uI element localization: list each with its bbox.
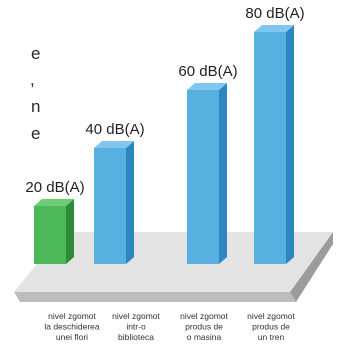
category-label: produs de (185, 322, 223, 332)
cropped-text-fragment: e (31, 124, 40, 143)
cropped-text-fragment: n (31, 97, 40, 116)
platform-front (14, 292, 296, 302)
category-label: intr-o (126, 322, 146, 332)
bar (34, 199, 74, 264)
bar-side (219, 83, 227, 264)
bar-front (94, 148, 126, 264)
category-label: biblioteca (118, 332, 154, 342)
category-label: o masina (187, 332, 222, 342)
bar-front (187, 90, 219, 264)
category-label: un tren (258, 332, 285, 342)
category-label: la deschiderea (44, 322, 100, 332)
bar (94, 141, 134, 264)
bar-side (66, 199, 74, 264)
value-label: 60 dB(A) (178, 63, 237, 80)
bar-top (254, 25, 294, 32)
value-label: 80 dB(A) (245, 5, 304, 22)
category-label: nivel zgomot (180, 311, 228, 321)
category-label: nivel zgomot (48, 311, 96, 321)
value-label: 20 dB(A) (25, 179, 84, 196)
category-label: nivel zgomot (112, 311, 160, 321)
bar (254, 25, 294, 264)
bar-top (94, 141, 134, 148)
bar-side (286, 25, 294, 264)
platform-side (290, 232, 333, 302)
bar-top (34, 199, 74, 206)
bar (187, 83, 227, 264)
category-label: nivel zgomot (247, 311, 295, 321)
bar-top (187, 83, 227, 90)
cropped-text-fragment: , (30, 70, 35, 89)
bar-side (126, 141, 134, 264)
category-label: unei flori (56, 332, 88, 342)
cropped-text-fragment: e (31, 44, 40, 63)
category-label: produs de (252, 322, 290, 332)
bar-front (34, 206, 66, 264)
cropped-side-text: e , n e (0, 0, 40, 150)
bar-front (254, 32, 286, 264)
platform-top (14, 232, 333, 292)
value-label: 40 dB(A) (85, 121, 144, 138)
